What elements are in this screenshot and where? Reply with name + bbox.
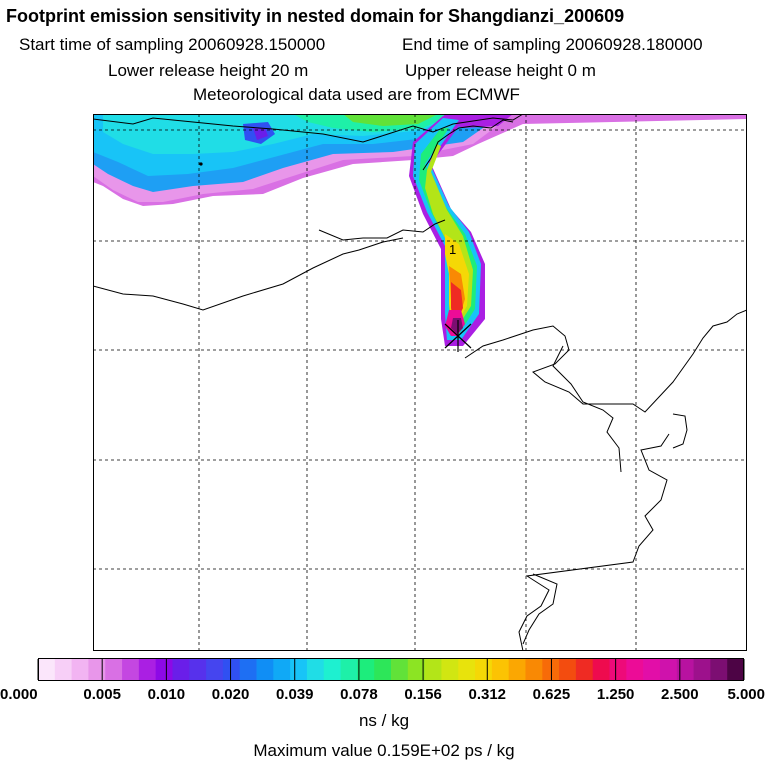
colorbar-swatch (710, 659, 728, 680)
colorbar-swatch (508, 659, 526, 680)
colorbar-swatch (256, 659, 274, 680)
footprint-map: 1 (93, 114, 747, 651)
colorbar-swatch (88, 659, 106, 680)
colorbar-swatch (693, 659, 711, 680)
colorbar-swatch (424, 659, 442, 680)
colorbar-level-label: 0.020 (212, 686, 250, 703)
colorbar-swatch (239, 659, 257, 680)
colorbar-swatch (727, 659, 745, 680)
coastline-shore (318, 219, 446, 241)
colorbar-swatch (542, 659, 560, 680)
colorbar-swatch (391, 659, 409, 680)
colorbar-swatch (643, 659, 661, 680)
end-time-label: End time of sampling 20060928.180000 (402, 35, 703, 54)
colorbar-swatch (71, 659, 89, 680)
release-marker-label: 1 (449, 242, 456, 257)
colorbar-swatch (525, 659, 543, 680)
colorbar-swatch (340, 659, 358, 680)
colorbar-swatch (38, 659, 56, 680)
colorbar-swatch (222, 659, 241, 680)
grid (93, 114, 747, 651)
coastline-south (522, 573, 558, 645)
colorbar-swatch (306, 659, 325, 680)
colorbar-swatch (374, 659, 392, 680)
colorbar-swatch (138, 659, 157, 680)
plume-core (451, 318, 463, 334)
colorbar-level-label: 5.000 (727, 686, 765, 703)
colorbar-swatch (189, 659, 207, 680)
colorbar-level-label: 0.312 (468, 686, 506, 703)
colorbar: 0.000 0.005 0.010 0.020 0.039 0.078 0.156 0.312… (0, 658, 765, 703)
field-spot-blue2 (253, 128, 268, 140)
colorbar-swatch (206, 659, 224, 680)
coastline-peninsula (552, 345, 622, 473)
colorbar-swatch (676, 659, 694, 680)
colorbar-labels: 0.000 0.005 0.010 0.020 0.039 0.078 0.156 0.312… (0, 686, 765, 703)
colorbar-swatch (407, 659, 426, 680)
sensitivity-field (93, 114, 747, 346)
coastline-korea (464, 309, 747, 413)
colorbar-level-label: 0.156 (404, 686, 442, 703)
units-label: ns / kg (358, 711, 410, 730)
coastline-gulf (422, 119, 514, 171)
colorbar-swatch (54, 659, 73, 680)
colorbar-ticks (37, 659, 745, 680)
colorbar-swatch (575, 659, 594, 680)
colorbar-swatch (172, 659, 190, 680)
colorbar-level-label: 0.010 (148, 686, 186, 703)
colorbar-swatch (273, 659, 291, 680)
page-title: Footprint emission sensitivity in nested… (6, 6, 625, 26)
colorbar-swatch (592, 659, 610, 680)
colorbar-level-label: 0.005 (83, 686, 121, 703)
colorbar-swatch (323, 659, 341, 680)
upper-release-height-label: Upper release height 0 m (405, 61, 596, 80)
colorbar-swatch (155, 659, 173, 680)
colorbar-swatch (458, 659, 476, 680)
colorbar-swatch (609, 659, 627, 680)
colorbar-swatch (441, 659, 459, 680)
colorbar-swatch (475, 659, 493, 680)
map-frame (93, 114, 747, 651)
coastline-north (93, 114, 524, 143)
colorbar-swatch (357, 659, 375, 680)
colorbar-swatch (559, 659, 577, 680)
coastlines (93, 114, 747, 651)
colorbar-swatch (626, 659, 644, 680)
x-cross-icon (444, 320, 472, 352)
max-value-label: Maximum value 0.159E+02 ps / kg (253, 741, 515, 760)
field-band-green (343, 114, 438, 126)
colorbar-swatch (105, 659, 123, 680)
colorbar-swatch (659, 659, 678, 680)
colorbar-level-label: 0.625 (533, 686, 571, 703)
colorbar-swatches (38, 659, 745, 680)
start-time-label: Start time of sampling 20060928.150000 (19, 35, 326, 54)
lower-release-height-label: Lower release height 20 m (108, 61, 309, 80)
colorbar-swatch (122, 659, 140, 680)
colorbar-level-label: 2.500 (661, 686, 699, 703)
colorbar-level-label: 1.250 (597, 686, 635, 703)
colorbar-swatch (290, 659, 308, 680)
station-dot-icon (199, 162, 203, 166)
coastline-island (672, 413, 688, 449)
border-west (93, 237, 404, 311)
colorbar-level-label: 0.000 (0, 686, 38, 703)
colorbar-swatch (491, 659, 510, 680)
colorbar-level-label: 0.039 (276, 686, 314, 703)
meteorological-data-label: Meteorological data used are from ECMWF (193, 85, 520, 104)
colorbar-level-label: 0.078 (340, 686, 378, 703)
